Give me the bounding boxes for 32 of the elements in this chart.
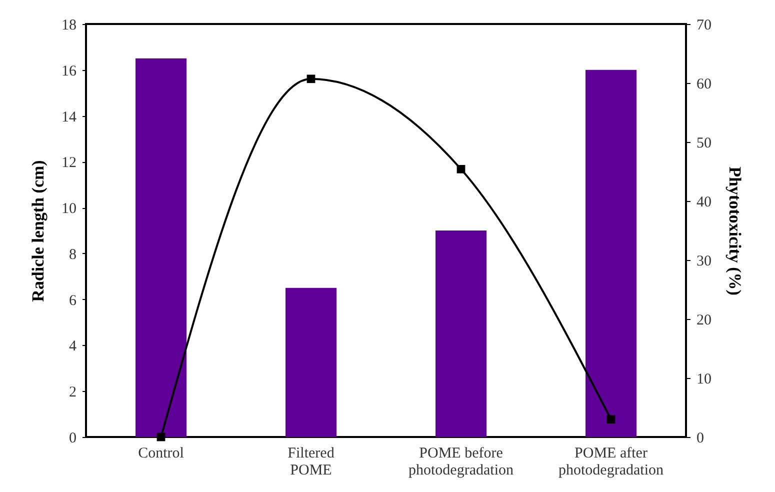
x-tick-label: POME before photodegradation	[408, 446, 514, 478]
y2-tick-label: 50	[696, 136, 712, 152]
bar	[436, 230, 486, 437]
y2-tick-label: 0	[696, 430, 704, 446]
x-tick-label: Control	[138, 446, 184, 462]
y2-tick-label: 20	[696, 312, 712, 328]
y2-tick-label: 10	[696, 372, 712, 388]
y-tick-label: 4	[69, 338, 77, 355]
y2-tick-label: 60	[696, 76, 712, 92]
y-tick-label: 14	[62, 109, 77, 126]
x-tick-label: POME after photodegradation	[558, 446, 664, 478]
y-tick-label: 10	[62, 201, 76, 218]
bar	[286, 288, 336, 437]
y-tick-label: 12	[62, 155, 76, 172]
point	[156, 432, 166, 442]
point	[456, 164, 466, 174]
y2-tick-label: 30	[696, 254, 712, 270]
bar	[136, 58, 186, 437]
x-tick-label: Filtered POME	[288, 446, 335, 478]
y-tick-label: 8	[69, 246, 76, 263]
bar	[586, 70, 636, 437]
y-tick-label: 0	[69, 430, 76, 446]
y-tick-label: 18	[62, 18, 76, 34]
y-tick-label: 6	[69, 292, 77, 309]
y2-tick-label: 70	[696, 18, 712, 34]
y-tick-label: 16	[62, 63, 77, 80]
y2-axis-title: Phytotoxicity (%)	[726, 166, 744, 296]
point	[606, 415, 616, 424]
y-tick-label: 2	[69, 384, 76, 401]
y2-tick-label: 40	[696, 194, 712, 210]
point	[306, 74, 316, 84]
y-axis-title: Radicle length (cm)	[28, 160, 48, 302]
